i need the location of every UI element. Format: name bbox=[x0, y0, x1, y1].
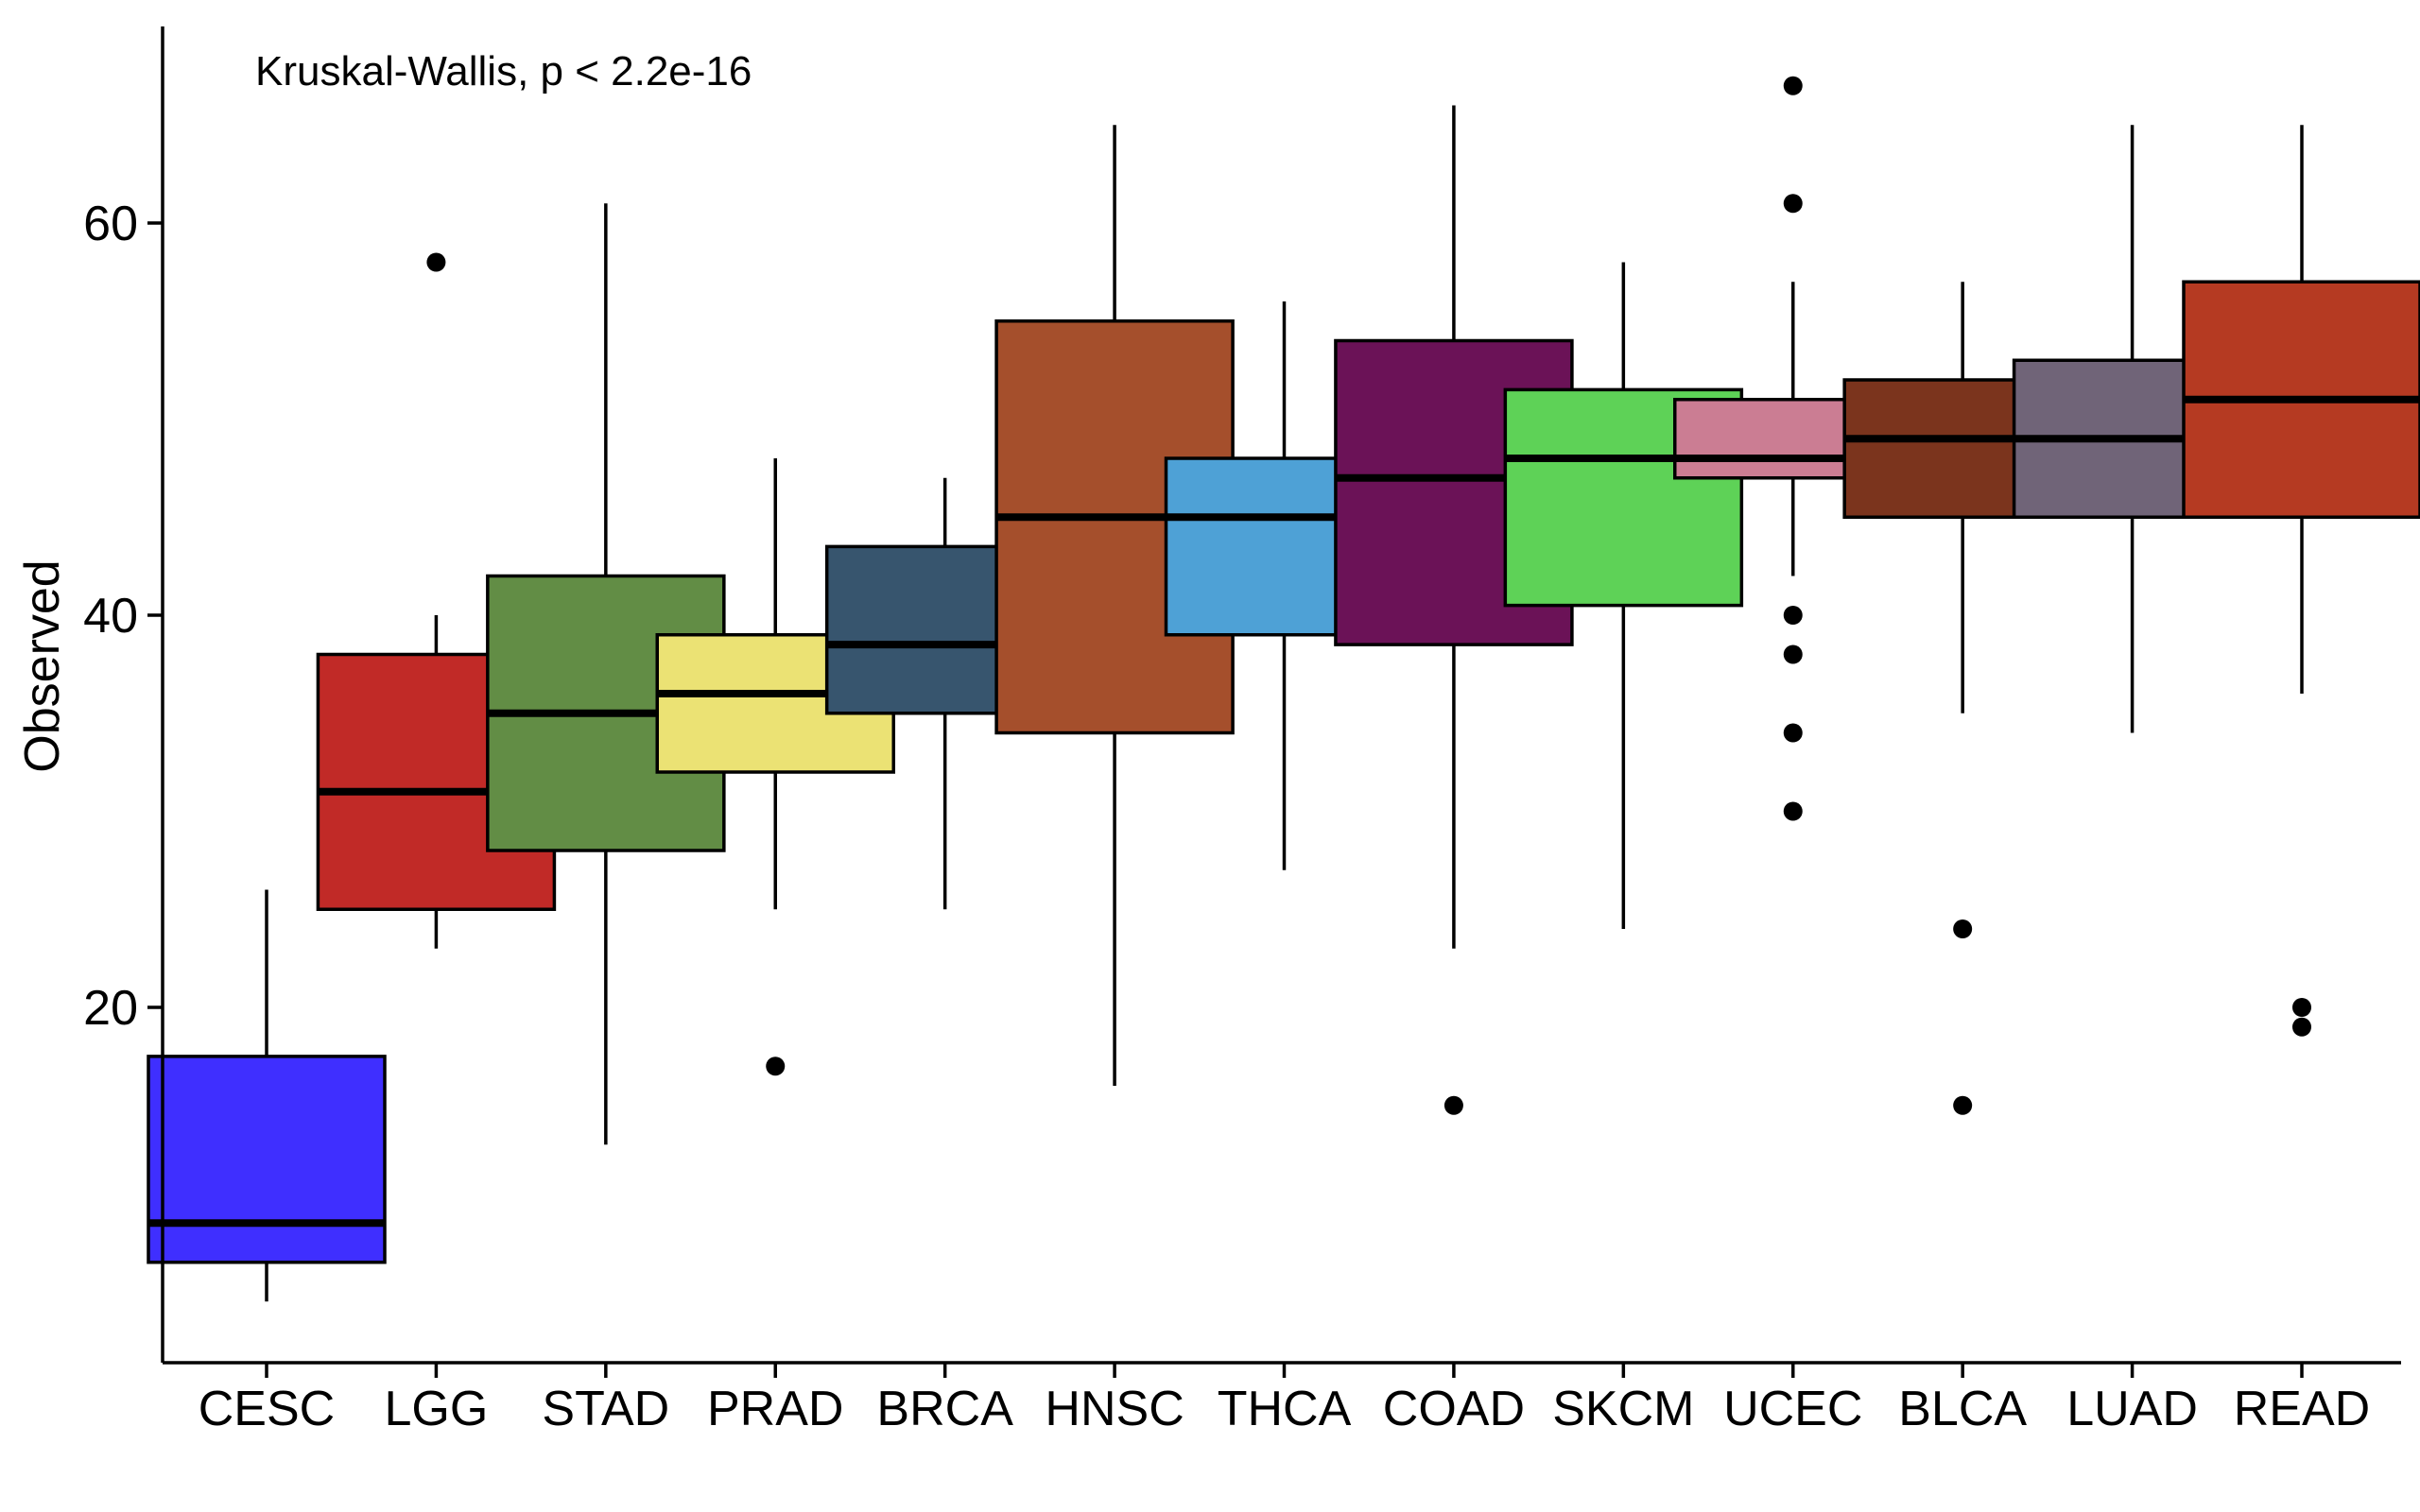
axes-layer bbox=[161, 26, 2401, 1365]
outlier-point bbox=[1783, 194, 1803, 214]
outlier-point bbox=[766, 1057, 786, 1076]
outlier-point bbox=[1783, 723, 1803, 743]
outlier-point bbox=[1443, 1095, 1463, 1115]
x-axis-ticks: CESC LGG STAD PRAD BRCA HNSC THCA COAD SKCM UCEC B… bbox=[199, 1363, 2370, 1436]
outlier-point bbox=[1783, 76, 1803, 95]
x-tick-label: BLCA bbox=[1898, 1382, 2027, 1436]
x-tick-label: SKCM bbox=[1552, 1382, 1694, 1436]
outlier-point bbox=[426, 252, 446, 272]
iqr-box bbox=[147, 1055, 387, 1264]
outlier-point bbox=[1953, 919, 1973, 938]
x-tick-label: STAD bbox=[542, 1382, 669, 1436]
x-tick-label: BRCA bbox=[876, 1382, 1013, 1436]
x-tick-label: LGG bbox=[385, 1382, 489, 1436]
outlier-point bbox=[1953, 1095, 1973, 1115]
x-tick-label: READ bbox=[2234, 1382, 2370, 1436]
x-tick-label: PRAD bbox=[707, 1382, 843, 1436]
stat-annotation: Kruskal-Wallis, p < 2.2e-16 bbox=[255, 48, 752, 94]
x-tick-label: COAD bbox=[1383, 1382, 1525, 1436]
x-tick-label: CESC bbox=[199, 1382, 335, 1436]
box-group-coad bbox=[1334, 105, 1574, 1115]
x-tick-label: THCA bbox=[1218, 1382, 1352, 1436]
y-tick-label: 60 bbox=[83, 197, 138, 251]
y-tick-label: 20 bbox=[83, 981, 138, 1036]
outlier-point bbox=[1783, 644, 1803, 664]
y-axis-ticks: 20 40 60 bbox=[83, 197, 163, 1036]
box-group-cesc bbox=[147, 889, 387, 1302]
y-tick-label: 40 bbox=[83, 589, 138, 644]
box-group-read bbox=[2182, 125, 2420, 1037]
outlier-point bbox=[2292, 1017, 2311, 1037]
outlier-point bbox=[2292, 998, 2311, 1017]
boxes-layer bbox=[147, 76, 2420, 1302]
x-tick-label: LUAD bbox=[2066, 1382, 2198, 1436]
outlier-point bbox=[1783, 801, 1803, 821]
x-tick-label: HNSC bbox=[1045, 1382, 1184, 1436]
outlier-point bbox=[1783, 606, 1803, 625]
y-axis-title: Observed bbox=[15, 559, 70, 772]
x-tick-label: UCEC bbox=[1723, 1382, 1862, 1436]
